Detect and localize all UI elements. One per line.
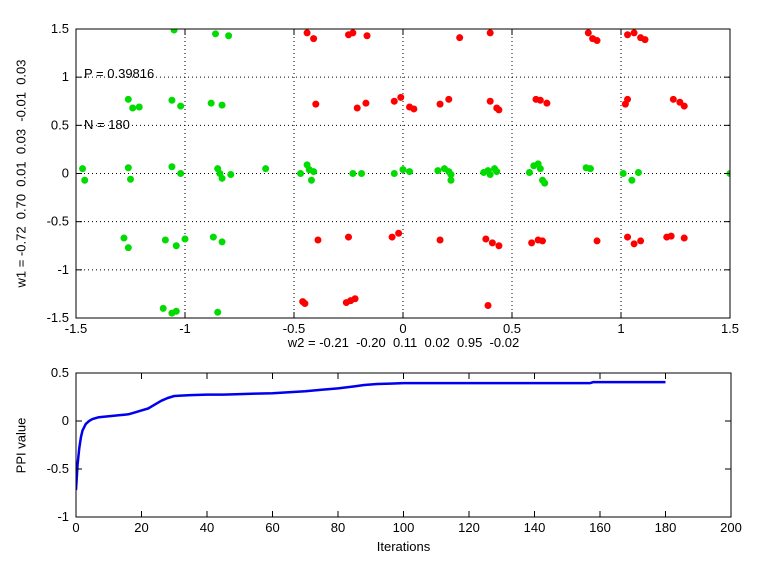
line-xlabel: Iterations [376,539,431,554]
svg-text:80: 80 [331,520,345,535]
svg-text:140: 140 [524,520,546,535]
svg-text:60: 60 [265,520,279,535]
svg-text:1: 1 [617,321,624,336]
tick-labels: 0 20 40 60 80 100 120 140 160 180 200 -1 -0.5 0 0.5 [47,365,742,535]
tick-marks [75,28,731,319]
svg-text:0: 0 [72,520,79,535]
svg-text:-0.5: -0.5 [283,321,305,336]
svg-text:1.5: 1.5 [51,21,69,36]
svg-text:160: 160 [589,520,611,535]
svg-text:100: 100 [393,520,415,535]
svg-text:-1.5: -1.5 [65,321,87,336]
class-red-series [299,29,688,309]
svg-text:1: 1 [62,69,69,84]
tick-labels: -1.5 -1 -0.5 0 0.5 1 1.5 -1.5 -1 -0.5 0 0.5 1 1.5 [47,21,739,336]
svg-text:180: 180 [655,520,677,535]
svg-text:120: 120 [458,520,480,535]
plot-area [76,373,731,517]
svg-text:-1: -1 [57,509,69,524]
tick-marks [75,372,732,518]
svg-text:-0.5: -0.5 [47,214,69,229]
svg-text:0: 0 [399,321,406,336]
scatter-annotation: P = 0.39816 N = 180 [84,31,154,167]
svg-text:20: 20 [134,520,148,535]
p-value-text: P = 0.39816 [84,66,155,81]
line-ylabel: PPI value [13,417,29,474]
svg-text:1.5: 1.5 [721,321,739,336]
n-count-text: N = 180 [84,117,130,132]
scatter-xlabel: w2 = -0.21 -0.20 0.11 0.02 0.95 -0.02 [287,335,520,350]
svg-text:200: 200 [720,520,742,535]
svg-text:-0.5: -0.5 [47,461,69,476]
svg-text:-1.5: -1.5 [47,310,69,325]
svg-text:0: 0 [62,413,69,428]
ppi-value-series [76,380,666,491]
svg-text:-1: -1 [179,321,191,336]
svg-text:0.5: 0.5 [503,321,521,336]
svg-text:0: 0 [62,166,69,181]
svg-text:40: 40 [200,520,214,535]
svg-text:0.5: 0.5 [51,365,69,380]
svg-text:-1: -1 [57,262,69,277]
svg-text:0.5: 0.5 [51,117,69,132]
class-green-series [79,29,730,317]
scatter-ylabel: w1 = -0.72 0.70 0.01 0.03 -0.01 0.03 [13,59,29,288]
